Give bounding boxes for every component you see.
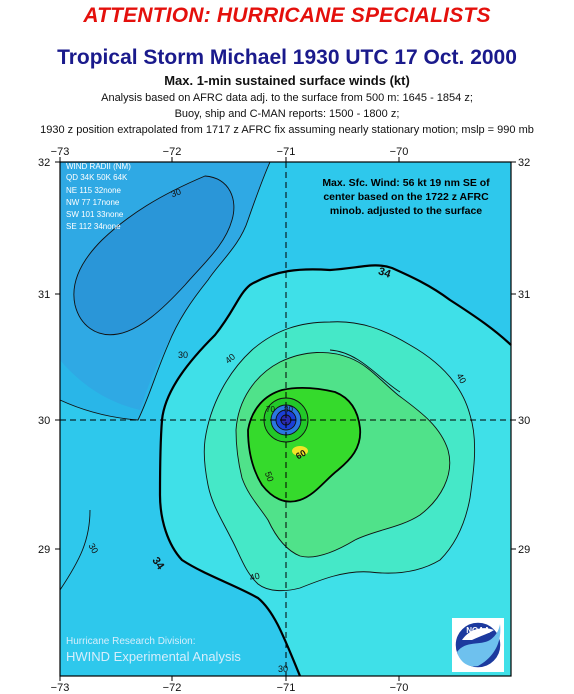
contour-label-40: 40 xyxy=(223,352,237,366)
lat-label: 29 xyxy=(38,544,50,556)
lat-label: 31 xyxy=(38,289,50,301)
analysis-info-line: Analysis based on AFRC data adj. to the … xyxy=(101,92,473,104)
max-wind-spot xyxy=(292,446,308,456)
contour-34 xyxy=(160,264,512,421)
division-label: Hurricane Research Division: xyxy=(66,636,196,647)
subtitle: Max. 1-min sustained surface winds (kt) xyxy=(164,73,410,88)
map-footer: Hurricane Research Division: HWIND Exper… xyxy=(66,636,241,664)
contour-label-40: 40 xyxy=(455,372,469,386)
lat-label: 29 xyxy=(518,544,530,556)
position-info-line: 1930 z position extrapolated from 1717 z… xyxy=(40,124,534,136)
lat-label: 32 xyxy=(38,157,50,169)
contour-label-50: 50 xyxy=(263,470,276,483)
wind-field-map: −73 −72 −71 −70 −73 −72 −71 −70 32 31 30… xyxy=(38,146,530,694)
contour-label-70: 70 xyxy=(266,405,275,414)
contour-label-40: 40 xyxy=(249,571,261,583)
lon-label: −73 xyxy=(51,682,70,694)
contour-label-30: 30 xyxy=(170,186,183,199)
wind-radii-row: NE 115 32none xyxy=(66,186,122,195)
wind-radii-row: NW 77 17none xyxy=(66,198,120,207)
lon-label: −71 xyxy=(277,146,296,158)
lat-label: 32 xyxy=(518,157,530,169)
attention-banner: ATTENTION: HURRICANE SPECIALISTS xyxy=(83,4,491,27)
contour-label-80: 80 xyxy=(284,405,293,414)
wind-radii-row: SE 112 34none xyxy=(66,222,121,231)
axis-ticks xyxy=(55,157,516,681)
lon-label: −71 xyxy=(277,682,296,694)
contour-label-30: 30 xyxy=(87,542,101,556)
contour-label-30: 30 xyxy=(178,350,188,360)
max-wind-note-line: Max. Sfc. Wind: 56 kt 19 nm SE of xyxy=(322,177,490,189)
contour-50 xyxy=(235,351,451,558)
contour-40 xyxy=(203,321,476,592)
lon-label: −70 xyxy=(390,682,409,694)
contour-label-34: 34 xyxy=(377,265,393,280)
lon-label: −72 xyxy=(163,146,182,158)
lat-label: 30 xyxy=(518,415,530,427)
wind-radii-table: WIND RADII (NM) QD 34K 50K 64K NE 115 32… xyxy=(66,162,131,231)
lat-label: 30 xyxy=(38,415,50,427)
logo-text: NOAA xyxy=(466,626,490,635)
max-wind-note-line: center based on the 1722 z AFRC xyxy=(323,191,489,203)
lat-label: 31 xyxy=(518,289,530,301)
noaa-logo: NOAA xyxy=(452,618,504,672)
contour-label-30: 30 xyxy=(278,664,288,674)
lon-label: −73 xyxy=(51,146,70,158)
product-label: HWIND Experimental Analysis xyxy=(66,649,241,664)
wind-radii-columns: QD 34K 50K 64K xyxy=(66,173,128,182)
lon-label: −72 xyxy=(163,682,182,694)
wind-radii-header: WIND RADII (NM) xyxy=(66,162,131,171)
wind-contours xyxy=(59,161,512,677)
lon-label: −70 xyxy=(390,146,409,158)
max-wind-note: Max. Sfc. Wind: 56 kt 19 nm SE of center… xyxy=(322,177,490,217)
page-title: Tropical Storm Michael 1930 UTC 17 Oct. … xyxy=(57,46,517,69)
contour-60 xyxy=(247,386,362,503)
western-trough xyxy=(73,175,235,336)
wind-radii-row: SW 101 33none xyxy=(66,210,124,219)
max-wind-note-line: minob. adjusted to the surface xyxy=(330,205,482,217)
observation-info-line: Buoy, ship and C-MAN reports: 1500 - 180… xyxy=(174,108,400,120)
contour-label-60: 60 xyxy=(294,448,308,462)
